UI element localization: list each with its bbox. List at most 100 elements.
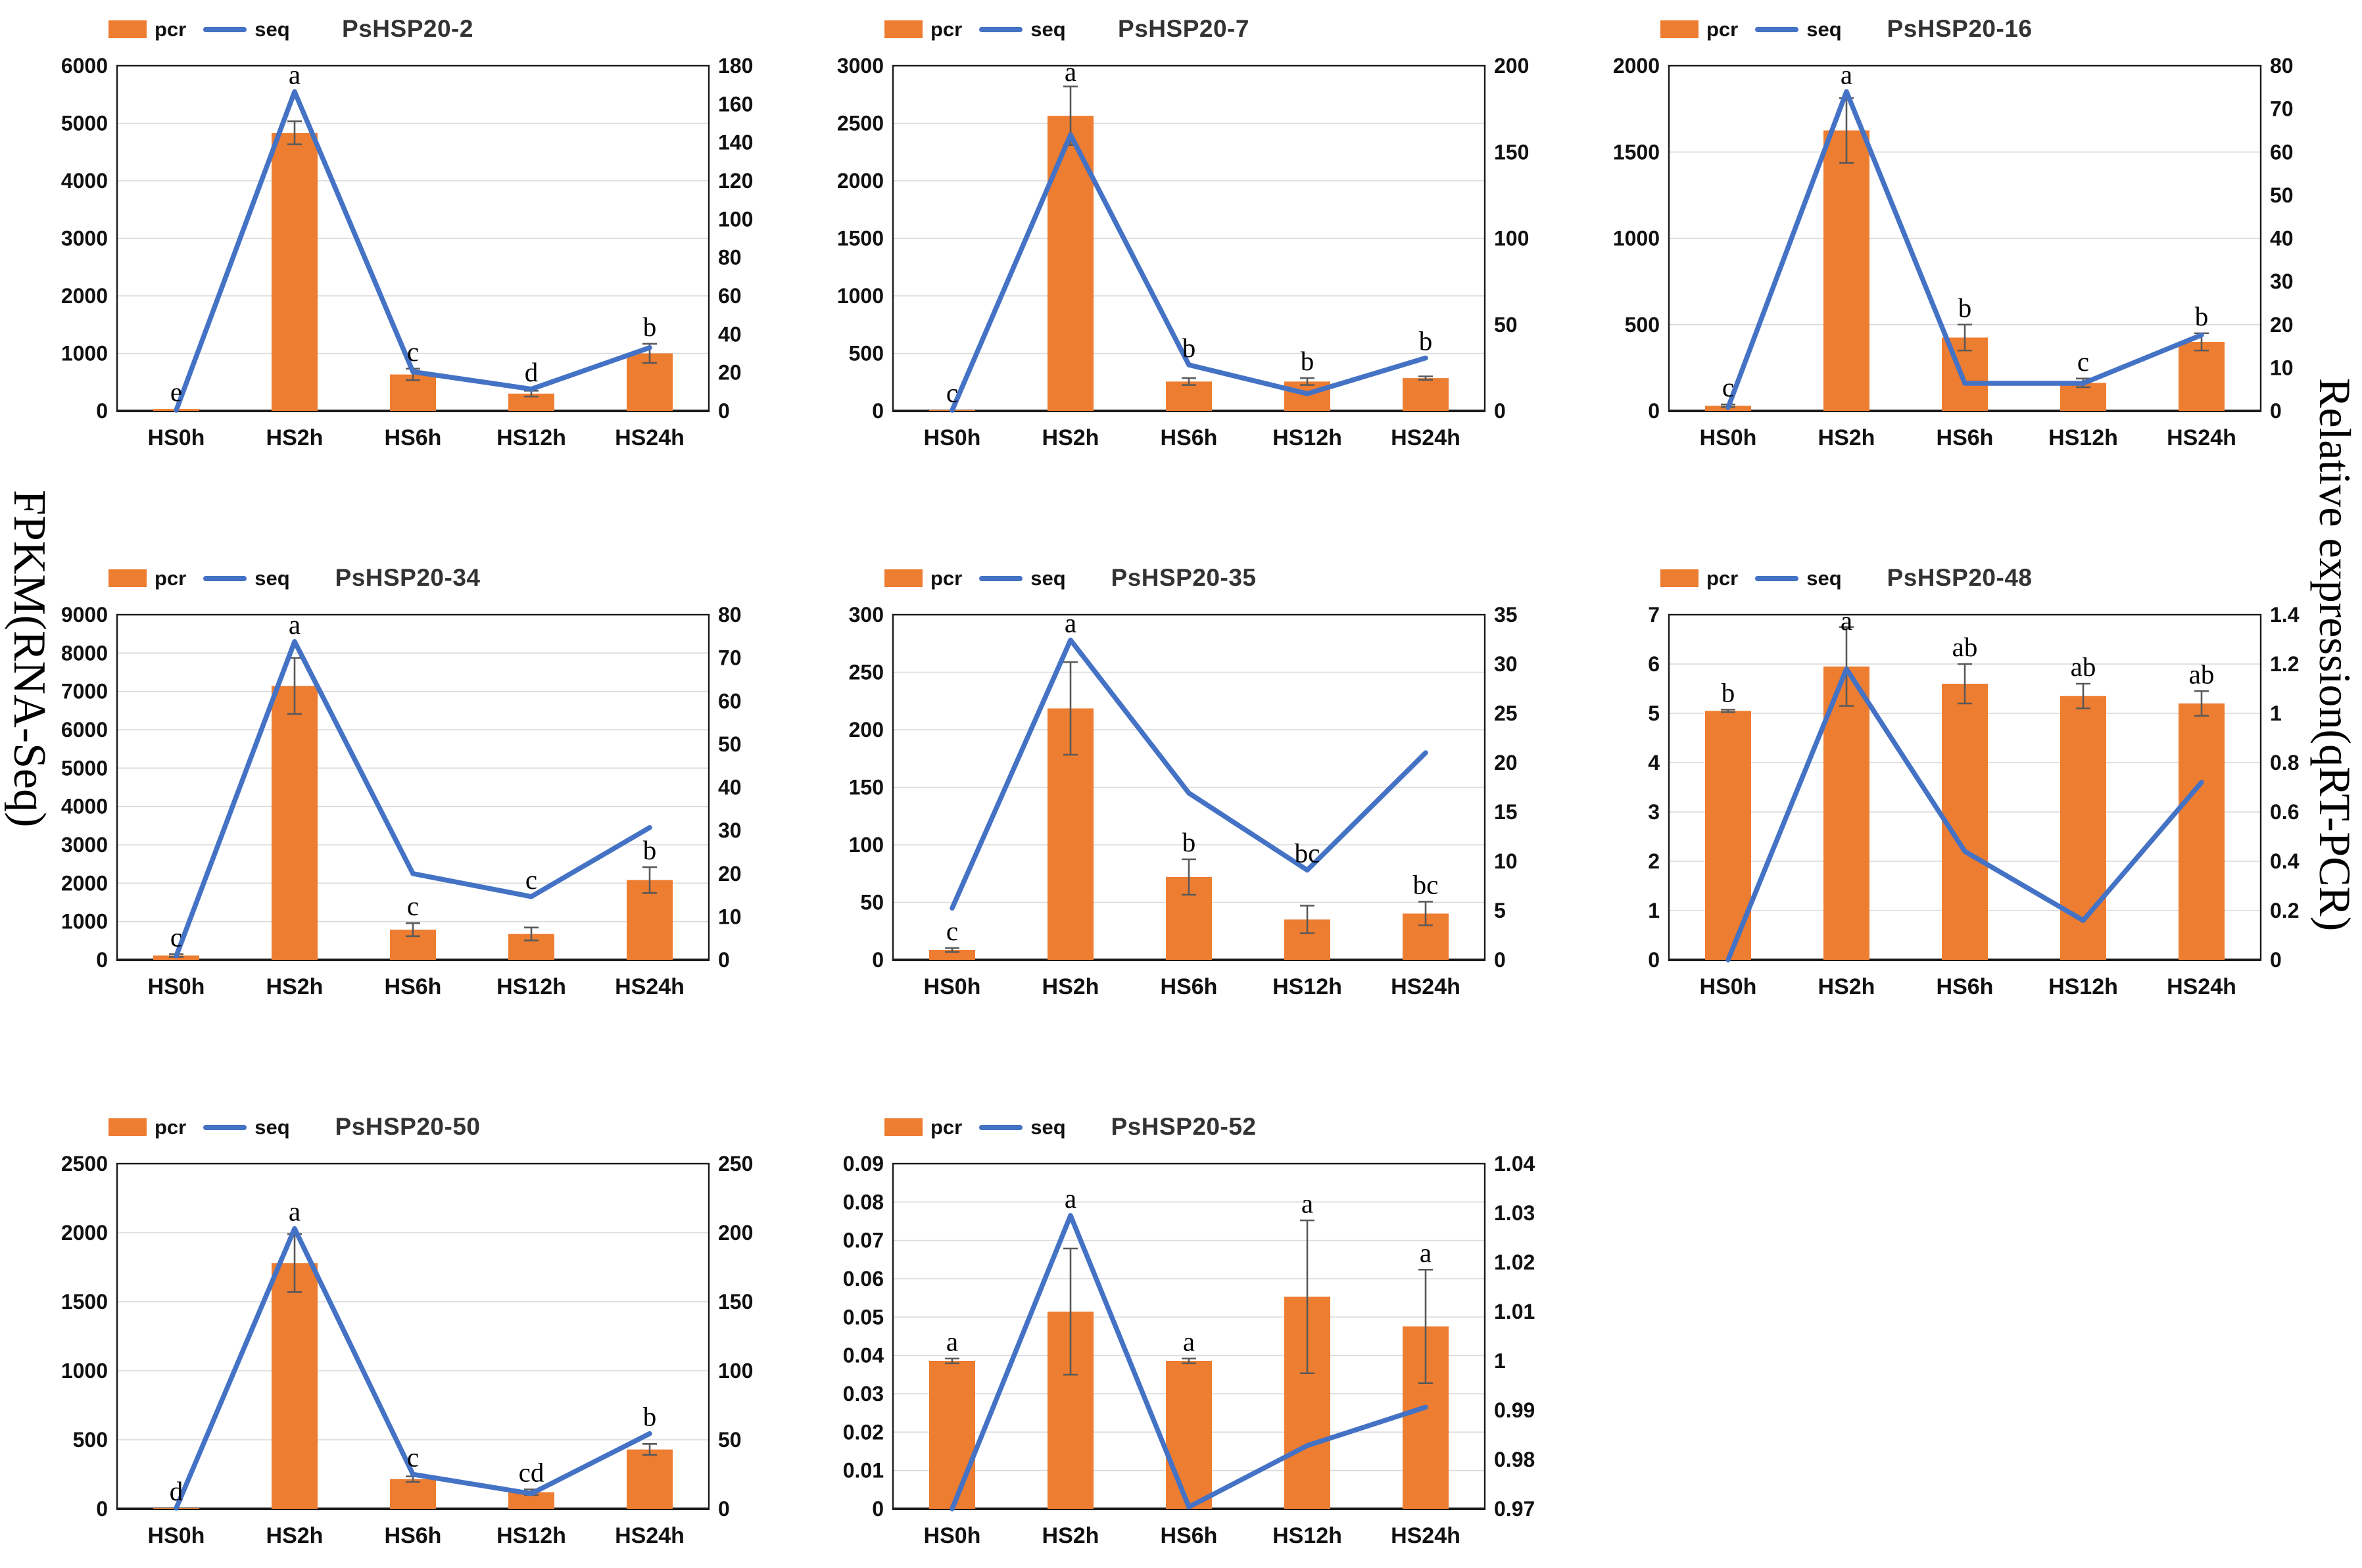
svg-text:70: 70 bbox=[2270, 97, 2294, 121]
error-bars bbox=[945, 661, 1433, 953]
svg-text:1000: 1000 bbox=[61, 342, 108, 366]
category-labels: HS0h HS2h HS6h HS12h HS24h bbox=[924, 425, 1460, 450]
svg-text:50: 50 bbox=[718, 732, 742, 756]
svg-text:0.98: 0.98 bbox=[1494, 1448, 1535, 1471]
svg-text:35: 35 bbox=[1494, 605, 1518, 627]
svg-text:200: 200 bbox=[1494, 56, 1529, 78]
svg-text:20: 20 bbox=[718, 361, 742, 385]
chart-title: PsHSP20-52 bbox=[1111, 1113, 1257, 1140]
svg-text:HS0h: HS0h bbox=[924, 1523, 981, 1548]
svg-text:150: 150 bbox=[1494, 140, 1529, 164]
svg-text:b: b bbox=[1958, 293, 1972, 323]
error-bars bbox=[287, 120, 657, 398]
svg-text:1.04: 1.04 bbox=[1494, 1154, 1535, 1176]
svg-text:b: b bbox=[1182, 827, 1196, 857]
svg-text:b: b bbox=[1419, 326, 1433, 356]
svg-text:0: 0 bbox=[2270, 948, 2282, 972]
right-axis-title: Relative expression(qRT-PCR) bbox=[2310, 378, 2360, 932]
svg-text:25: 25 bbox=[1494, 701, 1518, 725]
sig-letters: c a b bc bc bbox=[946, 608, 1438, 947]
svg-text:6000: 6000 bbox=[61, 718, 108, 742]
pcr-legend-label: pcr bbox=[155, 567, 187, 590]
svg-text:2500: 2500 bbox=[837, 112, 884, 135]
svg-text:b: b bbox=[1182, 333, 1196, 363]
svg-text:a: a bbox=[1065, 57, 1076, 87]
svg-text:2000: 2000 bbox=[837, 169, 884, 193]
category-labels: HS0h HS2h HS6h HS12h HS24h bbox=[924, 1523, 1460, 1548]
svg-text:250: 250 bbox=[849, 661, 884, 684]
svg-text:HS24h: HS24h bbox=[615, 425, 685, 450]
svg-text:a: a bbox=[1301, 1188, 1313, 1218]
svg-text:120: 120 bbox=[718, 169, 753, 193]
svg-text:HS0h: HS0h bbox=[148, 974, 205, 999]
svg-text:a: a bbox=[1065, 1183, 1076, 1214]
category-labels: HS0h HS2h HS6h HS12h HS24h bbox=[1700, 425, 2236, 450]
svg-text:c: c bbox=[525, 865, 537, 895]
svg-text:0.09: 0.09 bbox=[843, 1154, 884, 1176]
chart-plot: e a c d b 0 1000 2000 3000 4000 5000 6000 0 20 40 60 80 1… bbox=[61, 54, 754, 450]
svg-text:1000: 1000 bbox=[1613, 227, 1660, 250]
pcr-legend-swatch-icon bbox=[884, 1118, 923, 1136]
svg-text:7000: 7000 bbox=[61, 680, 108, 703]
svg-text:a: a bbox=[289, 59, 301, 89]
pcr-legend-label: pcr bbox=[1706, 18, 1739, 41]
pcr-legend-swatch-icon bbox=[1660, 569, 1699, 587]
svg-text:HS2h: HS2h bbox=[266, 974, 324, 999]
chart-title: PsHSP20-50 bbox=[335, 1113, 481, 1140]
svg-text:ab: ab bbox=[1952, 632, 1978, 662]
svg-text:HS6h: HS6h bbox=[385, 425, 442, 450]
error-bars bbox=[169, 657, 657, 958]
svg-text:40: 40 bbox=[2270, 227, 2294, 250]
pcr-bars bbox=[153, 1263, 673, 1509]
svg-text:HS0h: HS0h bbox=[1700, 425, 1757, 450]
category-labels: HS0h HS2h HS6h HS12h HS24h bbox=[148, 974, 685, 999]
svg-text:180: 180 bbox=[718, 56, 753, 78]
svg-text:HS12h: HS12h bbox=[1272, 1523, 1342, 1548]
panel-header: pcr seq PsHSP20-52 bbox=[815, 1108, 1552, 1154]
svg-text:b: b bbox=[643, 1402, 657, 1432]
svg-text:HS6h: HS6h bbox=[385, 974, 442, 999]
svg-text:1500: 1500 bbox=[1613, 140, 1660, 164]
svg-text:7: 7 bbox=[1648, 605, 1660, 627]
axis-ticks: 0 1 2 3 4 5 6 7 0 0.2 0.4 0.6 0.8 1 1.2 1.4 bbox=[1648, 603, 2299, 972]
svg-text:HS6h: HS6h bbox=[1937, 425, 1994, 450]
svg-text:0.04: 0.04 bbox=[843, 1344, 884, 1367]
svg-text:2000: 2000 bbox=[61, 284, 108, 308]
svg-text:c: c bbox=[407, 1442, 419, 1473]
sig-letters: e a c d b bbox=[170, 59, 656, 407]
svg-text:40: 40 bbox=[718, 776, 742, 799]
svg-text:a: a bbox=[289, 1197, 301, 1227]
svg-text:50: 50 bbox=[1494, 313, 1518, 337]
svg-text:0.07: 0.07 bbox=[843, 1229, 884, 1252]
panel-header: pcr seq PsHSP20-35 bbox=[815, 559, 1552, 605]
chart-grid: pcr seq PsHSP20-2 e a c d b 0 1000 2000 3000 4000… bbox=[39, 10, 2328, 1565]
svg-text:30: 30 bbox=[1494, 652, 1518, 676]
left-axis-title: FPKM(RNA-Seq) bbox=[4, 490, 55, 828]
svg-text:1.02: 1.02 bbox=[1494, 1250, 1535, 1274]
axis-ticks: 0 50 100 150 200 250 300 0 5 10 15 20 25 30 35 bbox=[849, 603, 1518, 972]
pcr-legend-swatch-icon bbox=[108, 569, 147, 587]
svg-text:a: a bbox=[1841, 59, 1852, 89]
pcr-legend-swatch-icon bbox=[1660, 20, 1699, 38]
svg-text:HS12h: HS12h bbox=[1272, 974, 1342, 999]
gridlines bbox=[1669, 65, 2261, 325]
svg-text:HS6h: HS6h bbox=[1161, 1523, 1218, 1548]
svg-text:200: 200 bbox=[718, 1221, 753, 1245]
category-labels: HS0h HS2h HS6h HS12h HS24h bbox=[924, 974, 1460, 999]
svg-text:3000: 3000 bbox=[61, 833, 108, 857]
svg-text:60: 60 bbox=[718, 689, 742, 713]
svg-text:HS2h: HS2h bbox=[266, 425, 324, 450]
svg-text:9000: 9000 bbox=[61, 605, 108, 627]
panel-header: pcr seq PsHSP20-48 bbox=[1591, 559, 2328, 605]
chart-panel-pshsp20-48: pcr seq PsHSP20-48 b a ab ab ab 0 1 2 3 4 5 6 7 0 0.2 0… bbox=[1591, 559, 2328, 1016]
category-labels: HS0h HS2h HS6h HS12h HS24h bbox=[148, 425, 685, 450]
seq-legend-line-icon bbox=[979, 575, 1023, 581]
panel-header: pcr seq PsHSP20-7 bbox=[815, 10, 1552, 56]
svg-text:c: c bbox=[2077, 346, 2089, 377]
svg-text:4000: 4000 bbox=[61, 169, 108, 193]
svg-text:HS0h: HS0h bbox=[924, 974, 981, 999]
svg-text:100: 100 bbox=[849, 833, 884, 857]
svg-text:100: 100 bbox=[718, 1359, 753, 1383]
error-bars bbox=[1063, 85, 1433, 386]
